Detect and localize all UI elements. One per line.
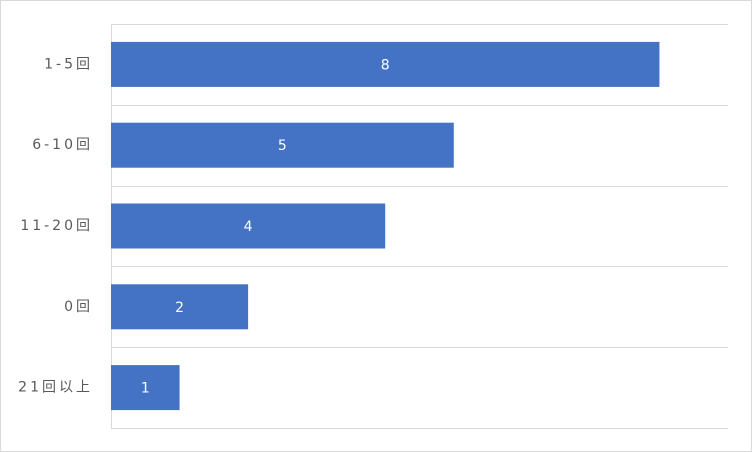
y-tick-label: 21回以上: [18, 380, 93, 396]
y-tick-label: 1-5回: [44, 56, 93, 72]
bar: [111, 41, 660, 87]
y-tick-label: 11-20回: [20, 218, 93, 234]
value-label: 5: [278, 138, 287, 154]
bar: [111, 203, 386, 249]
bar: [111, 284, 249, 330]
bar: [111, 365, 180, 411]
value-label: 2: [175, 300, 184, 316]
y-tick-label: 0回: [64, 299, 93, 315]
value-label: 8: [381, 57, 390, 73]
value-label: 1: [141, 381, 150, 397]
value-label: 4: [244, 219, 253, 235]
y-tick-label: 6-10回: [32, 137, 93, 153]
bar: [111, 122, 454, 168]
